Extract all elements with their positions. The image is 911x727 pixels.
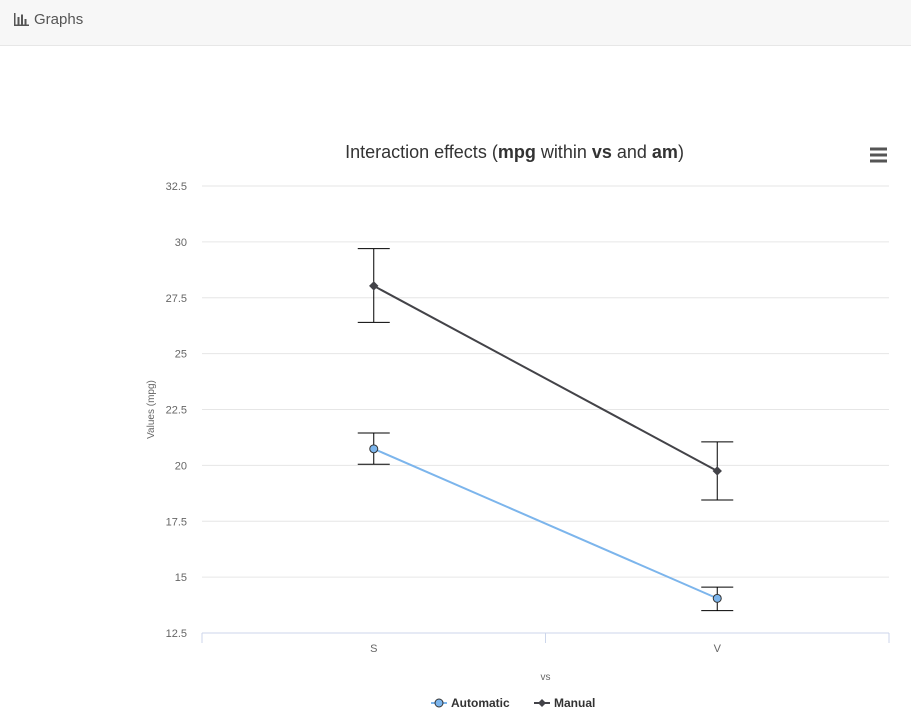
panel-title: Graphs: [14, 11, 83, 28]
bar-chart-icon: [14, 13, 29, 26]
data-point-manual[interactable]: [712, 466, 722, 476]
y-axis-title: Values (mpg): [146, 380, 157, 439]
legend-marker[interactable]: [538, 699, 546, 707]
x-axis-title: vs: [541, 672, 551, 683]
chart-menu-icon[interactable]: [870, 147, 887, 163]
panel-heading: Graphs: [0, 0, 911, 46]
y-tick-label: 27.5: [166, 293, 187, 305]
series-line: [373, 285, 718, 472]
interaction-chart: Interaction effects (mpg within vs and a…: [146, 142, 890, 710]
y-tick-label: 22.5: [166, 405, 187, 417]
x-tick-label: V: [714, 643, 722, 655]
legend-label[interactable]: Automatic: [451, 696, 510, 710]
y-tick-label: 20: [175, 460, 187, 472]
chart-title: Interaction effects (mpg within vs and a…: [345, 142, 684, 162]
x-tick-label: S: [370, 643, 377, 655]
y-tick-label: 12.5: [166, 628, 187, 640]
y-tick-label: 32.5: [166, 181, 187, 193]
data-point-automatic[interactable]: [712, 593, 722, 603]
y-tick-label: 17.5: [166, 516, 187, 528]
legend-label[interactable]: Manual: [554, 696, 595, 710]
chart-container: Interaction effects (mpg within vs and a…: [0, 46, 911, 727]
data-point-automatic[interactable]: [369, 444, 379, 454]
y-tick-label: 30: [175, 237, 187, 249]
panel-title-label: Graphs: [34, 11, 84, 28]
data-point-manual[interactable]: [369, 281, 379, 291]
y-tick-label: 25: [175, 349, 187, 361]
legend-marker[interactable]: [434, 698, 444, 708]
series-line: [373, 447, 718, 600]
y-tick-label: 15: [175, 572, 187, 584]
